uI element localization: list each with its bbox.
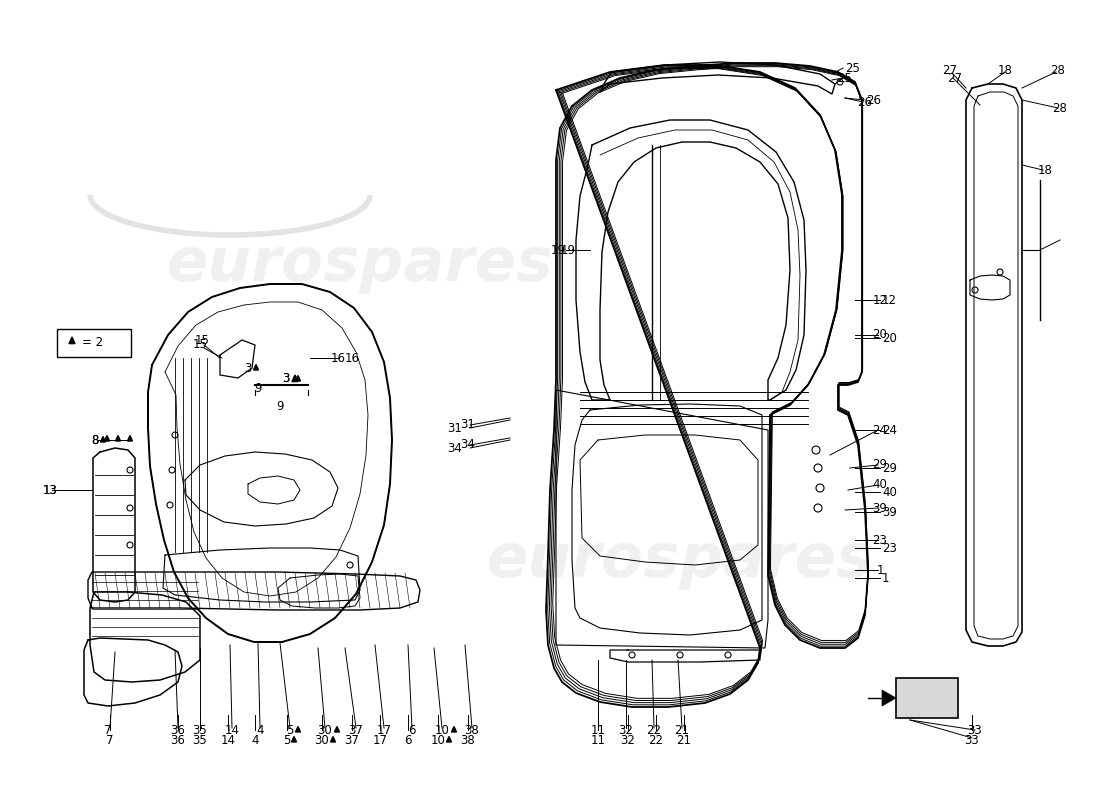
FancyBboxPatch shape bbox=[57, 329, 131, 357]
Text: 28: 28 bbox=[1050, 63, 1066, 77]
Text: 8: 8 bbox=[91, 434, 99, 446]
Text: 30: 30 bbox=[315, 734, 329, 746]
Text: 1: 1 bbox=[877, 563, 883, 577]
Text: 4: 4 bbox=[256, 723, 264, 737]
Text: 18: 18 bbox=[998, 63, 1012, 77]
Text: 3: 3 bbox=[283, 371, 290, 385]
Text: 26: 26 bbox=[858, 95, 872, 109]
Text: 37: 37 bbox=[349, 723, 363, 737]
Text: 7: 7 bbox=[104, 723, 112, 737]
Polygon shape bbox=[116, 435, 121, 441]
Text: 38: 38 bbox=[461, 734, 475, 746]
Text: 25: 25 bbox=[837, 71, 852, 85]
Text: 16: 16 bbox=[330, 351, 345, 365]
Text: 7: 7 bbox=[107, 734, 113, 746]
Text: = 2: = 2 bbox=[82, 337, 103, 350]
Polygon shape bbox=[330, 737, 336, 742]
Text: 15: 15 bbox=[192, 338, 208, 350]
Text: 13: 13 bbox=[43, 483, 57, 497]
Text: 16: 16 bbox=[345, 351, 360, 365]
Polygon shape bbox=[896, 678, 958, 718]
Text: 6: 6 bbox=[408, 723, 416, 737]
Text: 14: 14 bbox=[224, 723, 240, 737]
Polygon shape bbox=[292, 375, 298, 382]
Polygon shape bbox=[100, 437, 106, 442]
Text: 12: 12 bbox=[882, 294, 896, 306]
Text: 11: 11 bbox=[591, 723, 605, 737]
Text: 21: 21 bbox=[676, 734, 692, 746]
Text: 20: 20 bbox=[882, 331, 896, 345]
Polygon shape bbox=[296, 726, 300, 732]
Text: 33: 33 bbox=[968, 723, 982, 737]
Polygon shape bbox=[334, 726, 340, 732]
Text: 22: 22 bbox=[647, 723, 661, 737]
Polygon shape bbox=[104, 435, 110, 441]
Text: 12: 12 bbox=[872, 294, 888, 306]
Text: 26: 26 bbox=[866, 94, 881, 106]
Text: 31: 31 bbox=[461, 418, 475, 431]
Text: 23: 23 bbox=[882, 542, 896, 554]
Polygon shape bbox=[882, 690, 896, 706]
Text: 29: 29 bbox=[882, 462, 896, 474]
Text: 17: 17 bbox=[376, 723, 392, 737]
Text: 19: 19 bbox=[551, 243, 566, 257]
Text: 34: 34 bbox=[447, 442, 462, 454]
Text: 3: 3 bbox=[244, 362, 252, 374]
Text: 25: 25 bbox=[845, 62, 860, 74]
Text: 5: 5 bbox=[286, 723, 294, 737]
Text: 40: 40 bbox=[882, 486, 896, 498]
Text: 39: 39 bbox=[882, 506, 896, 518]
Text: 1: 1 bbox=[882, 571, 890, 585]
Polygon shape bbox=[447, 737, 451, 742]
Text: 3: 3 bbox=[283, 371, 290, 385]
Text: 35: 35 bbox=[192, 734, 208, 746]
Text: 32: 32 bbox=[618, 723, 634, 737]
Text: 32: 32 bbox=[620, 734, 636, 746]
Text: 10: 10 bbox=[434, 723, 450, 737]
Text: 23: 23 bbox=[872, 534, 888, 546]
Text: 9: 9 bbox=[254, 382, 262, 394]
Text: 6: 6 bbox=[405, 734, 411, 746]
Text: 35: 35 bbox=[192, 723, 208, 737]
Text: eurospares: eurospares bbox=[486, 530, 873, 590]
Text: 24: 24 bbox=[882, 423, 896, 437]
Text: 17: 17 bbox=[373, 734, 387, 746]
Polygon shape bbox=[253, 365, 258, 370]
Text: 22: 22 bbox=[649, 734, 663, 746]
Text: 5: 5 bbox=[284, 734, 290, 746]
Polygon shape bbox=[128, 435, 132, 441]
Text: 38: 38 bbox=[464, 723, 480, 737]
Text: 24: 24 bbox=[872, 423, 888, 437]
Text: 18: 18 bbox=[1037, 163, 1053, 177]
Text: 40: 40 bbox=[872, 478, 888, 491]
Text: 11: 11 bbox=[591, 734, 605, 746]
Text: 34: 34 bbox=[461, 438, 475, 451]
Text: 9: 9 bbox=[276, 400, 284, 413]
Text: 29: 29 bbox=[872, 458, 888, 471]
Text: 19: 19 bbox=[561, 243, 575, 257]
Text: 14: 14 bbox=[220, 734, 235, 746]
Text: 39: 39 bbox=[872, 502, 888, 514]
Text: 27: 27 bbox=[947, 71, 962, 85]
Polygon shape bbox=[292, 737, 297, 742]
Polygon shape bbox=[451, 726, 456, 732]
Polygon shape bbox=[296, 375, 300, 381]
Text: 30: 30 bbox=[318, 723, 332, 737]
Text: 33: 33 bbox=[965, 734, 979, 746]
Text: 21: 21 bbox=[674, 723, 690, 737]
Text: 13: 13 bbox=[43, 483, 57, 497]
Text: 36: 36 bbox=[170, 734, 186, 746]
Text: 10: 10 bbox=[430, 734, 446, 746]
Text: 37: 37 bbox=[344, 734, 360, 746]
Text: 4: 4 bbox=[251, 734, 258, 746]
Text: 31: 31 bbox=[447, 422, 462, 434]
Text: 27: 27 bbox=[943, 63, 957, 77]
Text: 20: 20 bbox=[872, 329, 888, 342]
Text: 28: 28 bbox=[1053, 102, 1067, 114]
Text: eurospares: eurospares bbox=[167, 235, 553, 294]
Polygon shape bbox=[69, 337, 75, 344]
Text: 8: 8 bbox=[91, 434, 99, 446]
Text: 15: 15 bbox=[195, 334, 209, 346]
Text: 36: 36 bbox=[170, 723, 186, 737]
